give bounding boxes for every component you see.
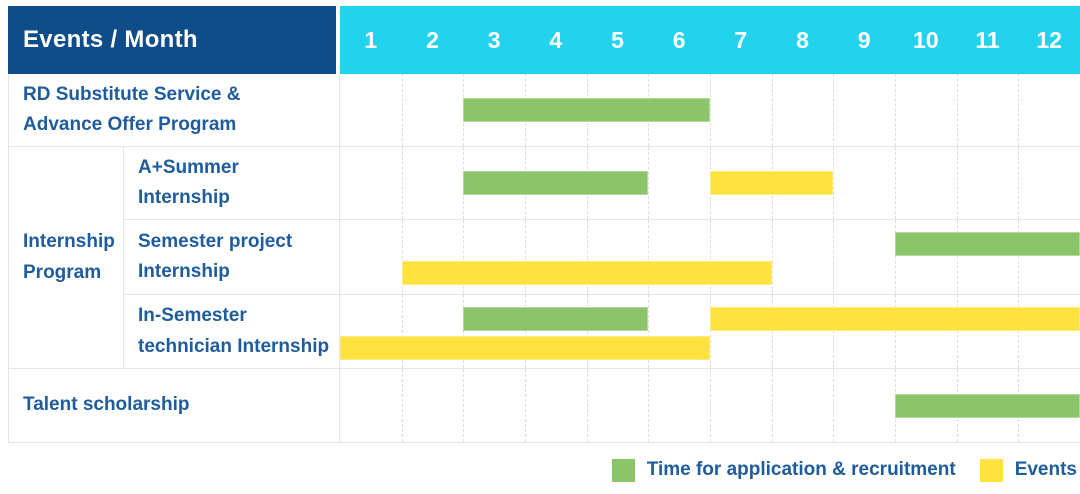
month-gridline xyxy=(401,220,403,294)
month-label: 1 xyxy=(364,26,378,53)
month-gridline xyxy=(1018,74,1020,146)
month-label: 12 xyxy=(1036,26,1062,53)
month-gridline xyxy=(710,220,711,294)
month-gridline xyxy=(771,220,773,294)
chart-row-semester-project-internship xyxy=(340,220,1080,295)
month-gridline xyxy=(1018,295,1020,368)
month-gridline xyxy=(771,295,773,368)
legend-swatch-green xyxy=(611,458,635,482)
month-gridline xyxy=(401,369,403,442)
event-bar xyxy=(710,307,1080,331)
month-gridline xyxy=(895,295,896,368)
chart-row-talent-scholarship xyxy=(340,369,1080,443)
application-bar xyxy=(895,393,1080,418)
month-gridline xyxy=(525,295,526,368)
month-gridline xyxy=(1018,220,1020,294)
month-gridline xyxy=(648,147,650,219)
legend-item-events: Events xyxy=(979,458,1077,482)
month-header-row: 1 2 3 4 5 6 7 8 9 10 11 12 xyxy=(340,6,1080,74)
legend-label-events: Events xyxy=(1014,459,1077,480)
legend: Time for application & recruitment Event… xyxy=(611,456,1077,484)
month-gridline xyxy=(463,295,465,368)
month-label: 4 xyxy=(549,26,563,53)
group-label-internship-program: Internship Program xyxy=(8,147,124,369)
month-gridline xyxy=(401,295,403,368)
application-bar xyxy=(463,98,710,122)
month-gridline xyxy=(710,74,711,146)
chart-row-rd-substitute xyxy=(340,74,1080,147)
application-bar xyxy=(463,307,649,331)
month-gridline xyxy=(895,220,896,294)
month-gridline xyxy=(401,147,403,219)
month-gridline xyxy=(648,369,650,442)
events-month-header-label: Events / Month xyxy=(23,26,198,53)
month-gridline xyxy=(525,369,526,442)
gantt-table: Events / Month 1 2 3 4 5 6 7 8 9 10 11 12 RD Substi… xyxy=(8,6,1080,443)
month-gridline xyxy=(771,369,773,442)
month-gridline xyxy=(956,220,958,294)
month-gridline xyxy=(956,147,958,219)
month-gridline xyxy=(586,369,588,442)
month-gridline xyxy=(710,369,711,442)
month-gridline xyxy=(833,295,835,368)
month-label: 8 xyxy=(796,26,809,53)
events-month-header: Events / Month xyxy=(8,6,340,74)
legend-label-application: Time for application & recruitment xyxy=(646,459,956,480)
row-label-a-summer-internship: A+Summer Internship xyxy=(124,147,340,220)
month-label: 10 xyxy=(913,26,939,53)
event-bar xyxy=(401,261,772,285)
month-label: 7 xyxy=(734,26,748,53)
month-label: 3 xyxy=(487,26,501,53)
row-label-talent-scholarship: Talent scholarship xyxy=(8,369,340,443)
month-gridline xyxy=(648,220,650,294)
month-gridline xyxy=(586,295,588,368)
month-gridline xyxy=(956,74,958,146)
row-label-semester-project-internship: Semester project Internship xyxy=(124,220,340,295)
month-gridline xyxy=(895,147,896,219)
month-label: 9 xyxy=(857,26,871,53)
month-label: 5 xyxy=(611,26,624,53)
legend-swatch-yellow xyxy=(979,458,1003,482)
month-gridline xyxy=(648,295,650,368)
month-gridline xyxy=(463,369,465,442)
chart-row-in-semester-technician-internship xyxy=(340,295,1080,369)
month-gridline xyxy=(710,295,711,368)
event-bar xyxy=(340,336,710,360)
chart-row-a-summer-internship xyxy=(340,147,1080,220)
month-gridline xyxy=(833,74,835,146)
legend-item-application: Time for application & recruitment xyxy=(611,458,956,482)
application-bar xyxy=(895,232,1080,256)
month-label: 11 xyxy=(975,26,1000,53)
row-label-in-semester-technician-internship: In-Semester technician Internship xyxy=(124,295,340,369)
month-gridline xyxy=(833,147,835,219)
event-bar xyxy=(710,171,834,195)
month-gridline xyxy=(833,369,835,442)
row-label-rd-substitute: RD Substitute Service & Advance Offer Pr… xyxy=(8,74,340,147)
application-bar xyxy=(463,171,649,195)
month-gridline xyxy=(956,295,958,368)
month-label: 2 xyxy=(426,26,439,53)
month-gridline xyxy=(586,220,588,294)
month-label: 6 xyxy=(672,26,686,53)
month-gridline xyxy=(895,74,896,146)
month-gridline xyxy=(771,74,773,146)
month-gridline xyxy=(463,220,465,294)
month-gridline xyxy=(401,74,403,146)
month-gridline xyxy=(525,220,526,294)
month-gridline xyxy=(833,220,835,294)
month-gridline xyxy=(1018,147,1020,219)
